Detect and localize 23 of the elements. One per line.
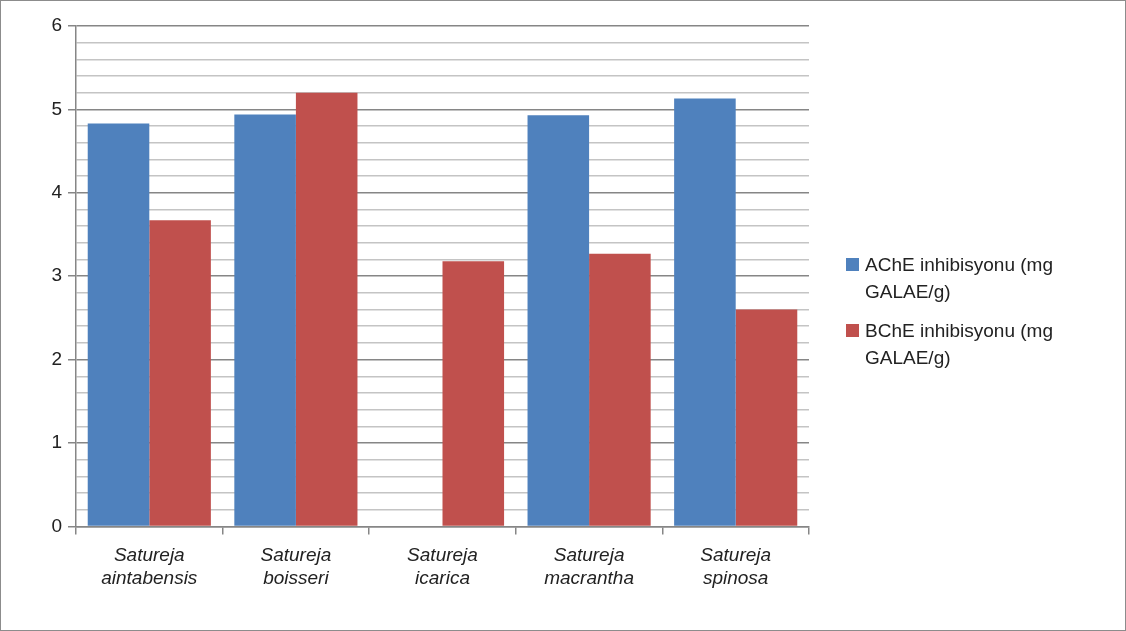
bar: [149, 220, 211, 526]
bar: [234, 114, 296, 526]
y-tick-label: 6: [51, 14, 62, 36]
bar: [735, 309, 798, 526]
x-tick-label: Satureja macrantha: [544, 544, 634, 588]
x-tick-label: Satureja icarica: [407, 544, 478, 588]
bar: [674, 98, 736, 526]
x-tick-label: Satureja spinosa: [700, 544, 772, 588]
bar: [295, 92, 358, 526]
y-tick-label: 2: [51, 347, 62, 369]
y-tick-label: 0: [51, 514, 62, 536]
x-tick-label: Satureja boisseri: [260, 544, 332, 588]
bar: [442, 261, 505, 526]
legend-label: BChE inhibisyonu (mg GALAE/g): [865, 319, 1054, 370]
x-tick-label: Satureja aintabensis: [101, 544, 198, 588]
y-tick-label: 3: [51, 264, 62, 286]
y-tick-label: 1: [51, 431, 62, 453]
bar: [87, 123, 150, 526]
bar: [589, 253, 651, 526]
y-tick-label: 5: [51, 97, 62, 119]
bar: [527, 115, 590, 526]
y-tick-label: 4: [51, 181, 63, 203]
legend-label: AChE inhibisyonu (mg GALAE/g): [865, 253, 1054, 304]
